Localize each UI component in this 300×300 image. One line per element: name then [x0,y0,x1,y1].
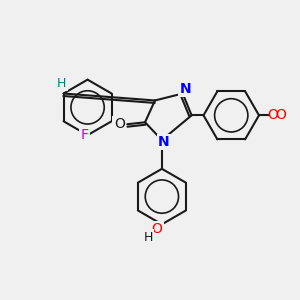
Text: O: O [152,222,162,236]
Text: H: H [57,77,66,90]
Text: O: O [275,108,286,122]
Text: F: F [81,128,88,142]
Text: O: O [114,117,125,131]
Text: O: O [267,108,278,122]
Text: N: N [158,135,170,149]
Text: H: H [143,231,153,244]
Text: N: N [180,82,191,96]
